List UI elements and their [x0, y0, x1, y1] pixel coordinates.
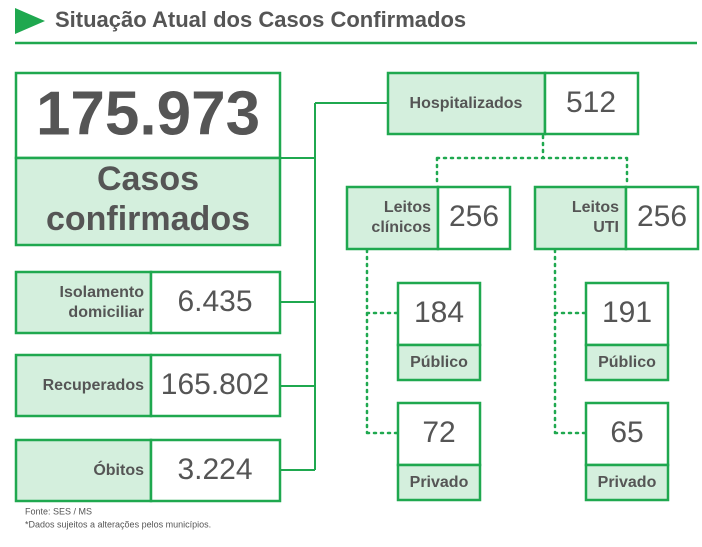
status-value: 6.435 [177, 285, 252, 318]
split-label-box [584, 463, 670, 502]
status-label-box [14, 438, 153, 503]
split-label-box [396, 343, 482, 382]
hospital-label-box [386, 71, 547, 136]
status-value: 165.802 [161, 368, 269, 401]
label: Casos [97, 160, 199, 198]
split-value: 72 [422, 416, 455, 449]
split-label: Privado [598, 474, 657, 491]
hospital-value-box [543, 71, 640, 136]
beds-label-box [533, 185, 628, 251]
status-label-box [14, 353, 153, 418]
dotted-connectors [365, 248, 587, 435]
label: domiciliar [68, 304, 144, 321]
total-label-box [14, 156, 282, 247]
status-value: 3.224 [177, 453, 252, 486]
split-value: 184 [414, 296, 464, 329]
split-value-box [584, 401, 670, 467]
status-label-box [14, 270, 153, 335]
total-value: 175.973 [36, 79, 260, 148]
split-value: 191 [602, 296, 652, 329]
label: Isolamento [60, 284, 145, 301]
split-value-box [584, 281, 670, 347]
beds-value-box [624, 185, 700, 251]
beds-value: 256 [449, 200, 499, 233]
split-label: Público [410, 354, 468, 371]
label: UTI [593, 219, 619, 236]
label: Recuperados [43, 377, 144, 394]
status-value-box [149, 270, 282, 335]
beds-value-box [436, 185, 512, 251]
label: confirmados [46, 200, 250, 238]
dotted-connectors [435, 134, 629, 188]
split-value: 65 [610, 416, 643, 449]
title: Situação Atual dos Casos Confirmados [55, 7, 466, 32]
hospital-value: 512 [566, 86, 616, 119]
source: Fonte: SES / MS [25, 506, 92, 516]
split-value-box [396, 401, 482, 467]
split-label-box [584, 343, 670, 382]
label: Hospitalizados [410, 95, 523, 112]
connectors [280, 102, 388, 471]
title-arrow [15, 8, 45, 34]
total-value-box [14, 71, 282, 160]
label: Leitos [384, 199, 431, 216]
label: Leitos [572, 199, 619, 216]
status-value-box [149, 353, 282, 418]
status-value-box [149, 438, 282, 503]
split-label: Privado [410, 474, 469, 491]
beds-value: 256 [637, 200, 687, 233]
note: *Dados sujeitos a alterações pelos munic… [25, 519, 211, 529]
label: clínicos [371, 219, 431, 236]
beds-label-box [345, 185, 440, 251]
split-label-box [396, 463, 482, 502]
label: Óbitos [93, 460, 144, 479]
split-label: Público [598, 354, 656, 371]
